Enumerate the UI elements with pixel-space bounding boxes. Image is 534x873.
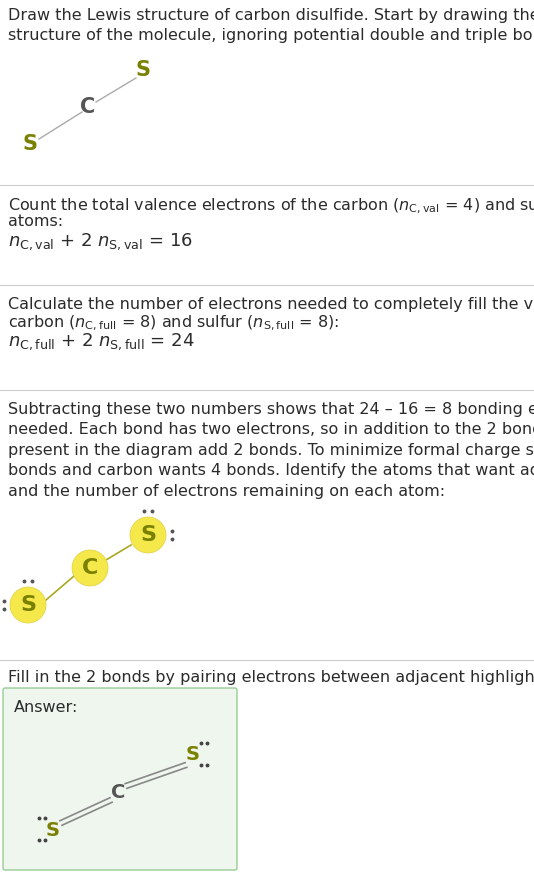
Text: Subtracting these two numbers shows that 24 – 16 = 8 bonding electrons are
neede: Subtracting these two numbers shows that…	[8, 402, 534, 498]
Text: S: S	[20, 595, 36, 615]
Text: C: C	[111, 783, 125, 802]
FancyBboxPatch shape	[3, 688, 237, 870]
Ellipse shape	[130, 517, 166, 553]
Text: Calculate the number of electrons needed to completely fill the valence shells f: Calculate the number of electrons needed…	[8, 297, 534, 312]
Text: atoms:: atoms:	[8, 214, 63, 229]
Text: $n_{\mathrm{C,full}}$ + 2 $n_{\mathrm{S,full}}$ = 24: $n_{\mathrm{C,full}}$ + 2 $n_{\mathrm{S,…	[8, 331, 194, 352]
Text: Fill in the 2 bonds by pairing electrons between adjacent highlighted atoms:: Fill in the 2 bonds by pairing electrons…	[8, 670, 534, 685]
Text: S: S	[140, 525, 156, 545]
Text: $n_{\mathrm{C,val}}$ + 2 $n_{\mathrm{S,val}}$ = 16: $n_{\mathrm{C,val}}$ + 2 $n_{\mathrm{S,v…	[8, 231, 193, 251]
Text: C: C	[81, 97, 96, 117]
Text: Count the total valence electrons of the carbon ($n_{\mathrm{C,val}}$ = 4) and s: Count the total valence electrons of the…	[8, 197, 534, 217]
Text: Draw the Lewis structure of carbon disulfide. Start by drawing the overall
struc: Draw the Lewis structure of carbon disul…	[8, 8, 534, 43]
Text: C: C	[82, 558, 98, 578]
Text: carbon ($n_{\mathrm{C,full}}$ = 8) and sulfur ($n_{\mathrm{S,full}}$ = 8):: carbon ($n_{\mathrm{C,full}}$ = 8) and s…	[8, 314, 339, 333]
Text: Answer:: Answer:	[14, 700, 78, 715]
Text: S: S	[22, 134, 37, 154]
Ellipse shape	[72, 550, 108, 586]
Ellipse shape	[10, 587, 46, 623]
Text: S: S	[46, 821, 60, 840]
Text: S: S	[136, 60, 151, 80]
Text: S: S	[186, 746, 200, 765]
